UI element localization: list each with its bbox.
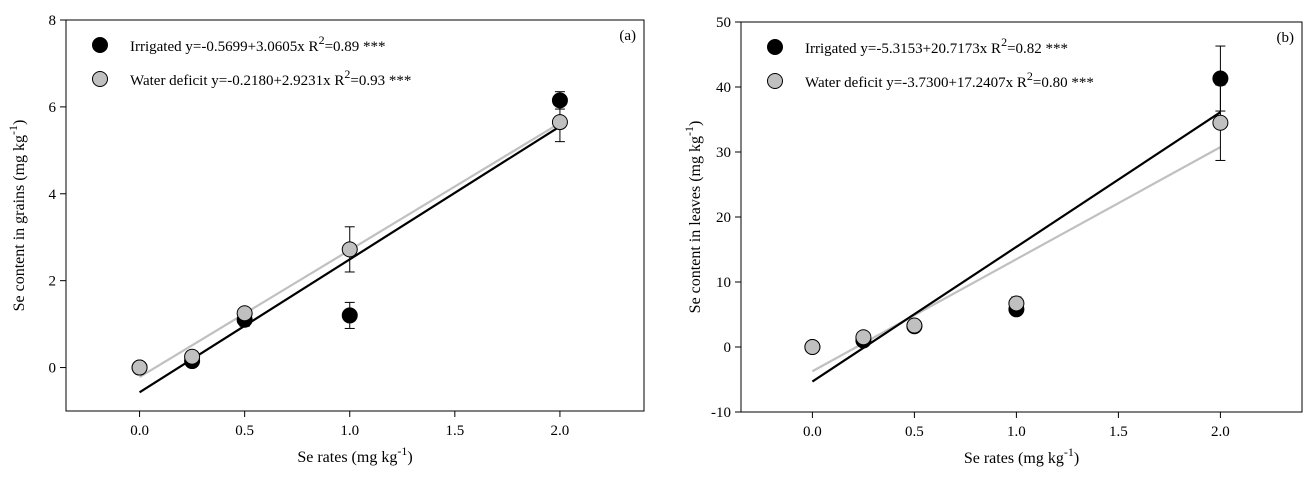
y-tick-label: 0 bbox=[49, 361, 57, 377]
y-tick-label: 8 bbox=[49, 13, 57, 29]
plot-frame bbox=[65, 19, 645, 412]
legend-equation: y=-5.3153+20.7173x R bbox=[860, 41, 1001, 57]
x-tick-label: 0.5 bbox=[235, 423, 254, 439]
legend-marker-irrigated bbox=[767, 39, 783, 55]
x-tick-label: 0.5 bbox=[905, 424, 924, 440]
y-tick-label: -10 bbox=[711, 405, 731, 421]
x-axis-label: Se rates (mg kg-1) bbox=[964, 445, 1079, 467]
legend-series-name: Water deficit bbox=[130, 73, 211, 89]
chart-panel-b: -10 0 10 20 30 40 50 0.0 0.5 1.0 1.5 2.0 Se rates (m… bbox=[682, 15, 1303, 467]
legend-series-name: Water deficit bbox=[805, 75, 886, 91]
y-axis-label-end: ) bbox=[687, 121, 704, 126]
legend-entry-water-deficit: Water deficit y=-3.7300+17.2407x R2=0.80… bbox=[805, 69, 1094, 91]
legend-r2-value: =0.89 *** bbox=[325, 39, 386, 55]
legend-r2-sup: 2 bbox=[1027, 69, 1033, 83]
data-point-irrigated bbox=[341, 307, 358, 324]
x-tick-label: 2.0 bbox=[1211, 424, 1230, 440]
x-tick-label: 0.0 bbox=[130, 423, 149, 439]
y-tick-label: 20 bbox=[716, 210, 731, 226]
x-axis-label: Se rates (mg kg-1) bbox=[297, 444, 412, 466]
x-tick-label: 2.0 bbox=[551, 423, 570, 439]
data-point-irrigated bbox=[551, 92, 568, 109]
legend-series-name: Irrigated bbox=[805, 41, 860, 57]
legend-r2-value: =0.82 *** bbox=[1007, 41, 1068, 57]
data-point-water-deficit bbox=[551, 114, 568, 131]
x-axis-label-text: Se rates (mg kg bbox=[297, 449, 397, 466]
data-point-irrigated bbox=[1212, 70, 1229, 87]
x-tick-label: 0.0 bbox=[803, 424, 822, 440]
y-axis-label: Se content in leaves (mg kg-1) bbox=[682, 121, 704, 314]
legend-entry-water-deficit: Water deficit y=-0.2180+2.9231x R2=0.93 … bbox=[130, 67, 411, 89]
x-axis-label-end: ) bbox=[1074, 450, 1079, 467]
y-tick-label: 4 bbox=[49, 187, 57, 203]
legend-marker-water-deficit bbox=[767, 73, 783, 89]
panel-label: (a) bbox=[619, 28, 636, 44]
y-axis-label-sup: -1 bbox=[682, 126, 696, 136]
regression-line-water-deficit bbox=[811, 146, 1221, 373]
y-tick-label: 6 bbox=[49, 100, 57, 116]
data-point-water-deficit bbox=[1212, 114, 1229, 131]
data-point-water-deficit bbox=[131, 359, 148, 376]
x-axis-label-text: Se rates (mg kg bbox=[964, 450, 1064, 467]
x-tick-label: 1.5 bbox=[1109, 424, 1128, 440]
legend-r2-sup: 2 bbox=[1001, 35, 1007, 49]
y-tick-label: 30 bbox=[716, 145, 731, 161]
y-axis-label-text: Se content in leaves (mg kg bbox=[687, 136, 704, 313]
x-tick-label: 1.5 bbox=[445, 423, 464, 439]
data-point-water-deficit bbox=[804, 339, 821, 355]
y-tick-label: 2 bbox=[49, 274, 57, 290]
legend-entry-irrigated: Irrigated y=-0.5699+3.0605x R2=0.89 *** bbox=[130, 33, 386, 55]
x-tick-label: 1.0 bbox=[340, 423, 359, 439]
regression-line-irrigated bbox=[811, 111, 1222, 383]
x-axis-label-end: ) bbox=[407, 449, 412, 466]
data-point-water-deficit bbox=[855, 329, 872, 346]
legend-r2-value: =0.93 *** bbox=[350, 73, 411, 89]
legend-equation: y=-0.2180+2.9231x R bbox=[211, 73, 344, 89]
legend-r2-value: =0.80 *** bbox=[1033, 75, 1094, 91]
y-axis-label-text: Se content in grains (mg kg bbox=[11, 135, 28, 311]
data-point-water-deficit bbox=[184, 348, 201, 365]
legend-marker-water-deficit bbox=[92, 71, 108, 87]
y-axis-label: Se content in grains (mg kg-1) bbox=[6, 120, 28, 312]
data-point-water-deficit bbox=[906, 317, 923, 334]
y-axis-label-sup: -1 bbox=[6, 125, 20, 135]
data-point-water-deficit bbox=[1008, 295, 1025, 312]
legend-entry-irrigated: Irrigated y=-5.3153+20.7173x R2=0.82 *** bbox=[805, 35, 1068, 57]
legend-r2-sup: 2 bbox=[319, 33, 325, 47]
y-tick-label: 10 bbox=[716, 275, 731, 291]
y-tick-label: 0 bbox=[724, 340, 732, 356]
x-axis-label-sup: -1 bbox=[1064, 445, 1074, 459]
panel-label: (b) bbox=[1277, 30, 1295, 46]
x-tick-label: 1.0 bbox=[1007, 424, 1026, 440]
legend-equation: y=-3.7300+17.2407x R bbox=[886, 75, 1027, 91]
y-axis-label-end: ) bbox=[11, 120, 28, 125]
legend-equation: y=-0.5699+3.0605x R bbox=[185, 39, 318, 55]
legend-r2-sup: 2 bbox=[344, 67, 350, 81]
data-point-water-deficit bbox=[236, 305, 253, 322]
legend-series-name: Irrigated bbox=[130, 39, 185, 55]
y-tick-label: 50 bbox=[716, 15, 731, 31]
y-tick-label: 40 bbox=[716, 80, 731, 96]
legend-marker-irrigated bbox=[92, 37, 108, 53]
x-axis-label-sup: -1 bbox=[397, 444, 407, 458]
data-point-water-deficit bbox=[341, 241, 358, 258]
